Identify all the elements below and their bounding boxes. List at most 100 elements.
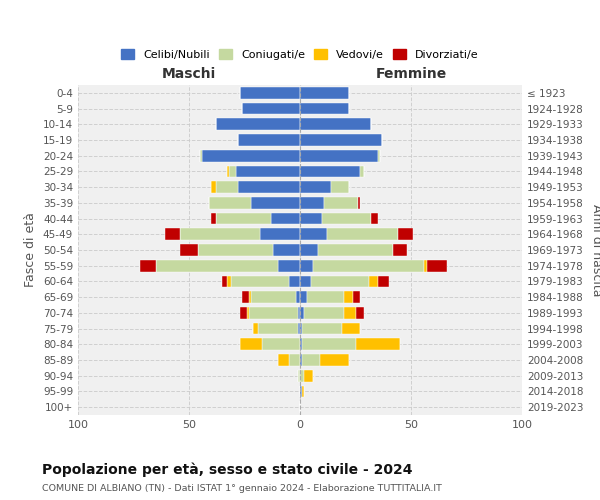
Bar: [424, 260, 427, 272]
Bar: [202, 150, 300, 162]
Y-axis label: Anni di nascita: Anni di nascita: [590, 204, 600, 296]
Text: Maschi: Maschi: [162, 67, 216, 81]
Bar: [369, 276, 378, 287]
Bar: [209, 197, 251, 209]
Bar: [302, 338, 355, 350]
Bar: [300, 228, 326, 240]
Bar: [355, 307, 364, 319]
Bar: [242, 291, 249, 303]
Bar: [296, 291, 300, 303]
Bar: [247, 307, 249, 319]
Bar: [231, 276, 289, 287]
Bar: [325, 197, 358, 209]
Bar: [300, 102, 349, 115]
Bar: [300, 386, 302, 398]
Bar: [211, 212, 215, 224]
Y-axis label: Fasce di età: Fasce di età: [25, 212, 37, 288]
Bar: [215, 212, 271, 224]
Bar: [342, 322, 360, 334]
Bar: [300, 150, 378, 162]
Bar: [278, 354, 289, 366]
Bar: [274, 244, 300, 256]
Bar: [278, 260, 300, 272]
Bar: [140, 260, 156, 272]
Bar: [300, 276, 311, 287]
Bar: [227, 276, 231, 287]
Bar: [302, 386, 304, 398]
Text: COMUNE DI ALBIANO (TN) - Dati ISTAT 1° gennaio 2024 - Elaborazione TUTTITALIA.IT: COMUNE DI ALBIANO (TN) - Dati ISTAT 1° g…: [42, 484, 442, 493]
Bar: [371, 212, 378, 224]
Bar: [300, 118, 371, 130]
Bar: [289, 354, 300, 366]
Bar: [262, 338, 300, 350]
Bar: [164, 228, 180, 240]
Bar: [358, 197, 360, 209]
Bar: [353, 291, 360, 303]
Bar: [300, 291, 307, 303]
Bar: [300, 260, 313, 272]
Bar: [249, 307, 298, 319]
Bar: [393, 244, 407, 256]
Bar: [211, 181, 215, 193]
Bar: [300, 134, 382, 146]
Bar: [320, 354, 349, 366]
Bar: [258, 322, 298, 334]
Bar: [180, 228, 260, 240]
Bar: [289, 276, 300, 287]
Bar: [300, 307, 304, 319]
Bar: [360, 166, 364, 177]
Bar: [344, 291, 353, 303]
Bar: [298, 307, 300, 319]
Bar: [242, 102, 300, 115]
Text: Popolazione per età, sesso e stato civile - 2024: Popolazione per età, sesso e stato civil…: [42, 462, 413, 477]
Bar: [302, 322, 342, 334]
Bar: [304, 370, 313, 382]
Bar: [311, 276, 369, 287]
Bar: [251, 197, 300, 209]
Bar: [238, 134, 300, 146]
Bar: [227, 166, 229, 177]
Bar: [300, 181, 331, 193]
Bar: [240, 338, 262, 350]
Bar: [300, 212, 322, 224]
Bar: [355, 338, 400, 350]
Bar: [198, 244, 274, 256]
Bar: [249, 291, 251, 303]
Bar: [156, 260, 278, 272]
Bar: [215, 181, 238, 193]
Bar: [251, 291, 296, 303]
Bar: [326, 228, 398, 240]
Bar: [240, 307, 247, 319]
Bar: [344, 307, 355, 319]
Bar: [322, 212, 371, 224]
Bar: [318, 244, 393, 256]
Bar: [300, 322, 302, 334]
Bar: [271, 212, 300, 224]
Bar: [378, 276, 389, 287]
Bar: [240, 87, 300, 99]
Bar: [427, 260, 446, 272]
Bar: [253, 322, 258, 334]
Bar: [300, 166, 360, 177]
Bar: [180, 244, 198, 256]
Bar: [331, 181, 349, 193]
Bar: [300, 87, 349, 99]
Bar: [229, 166, 236, 177]
Bar: [398, 228, 413, 240]
Bar: [298, 322, 300, 334]
Text: Femmine: Femmine: [376, 67, 446, 81]
Bar: [300, 354, 302, 366]
Bar: [307, 291, 344, 303]
Bar: [300, 370, 304, 382]
Bar: [215, 118, 300, 130]
Bar: [304, 307, 344, 319]
Bar: [313, 260, 424, 272]
Bar: [223, 276, 227, 287]
Bar: [302, 354, 320, 366]
Bar: [236, 166, 300, 177]
Bar: [238, 181, 300, 193]
Bar: [298, 370, 300, 382]
Bar: [300, 197, 325, 209]
Bar: [378, 150, 380, 162]
Bar: [300, 338, 302, 350]
